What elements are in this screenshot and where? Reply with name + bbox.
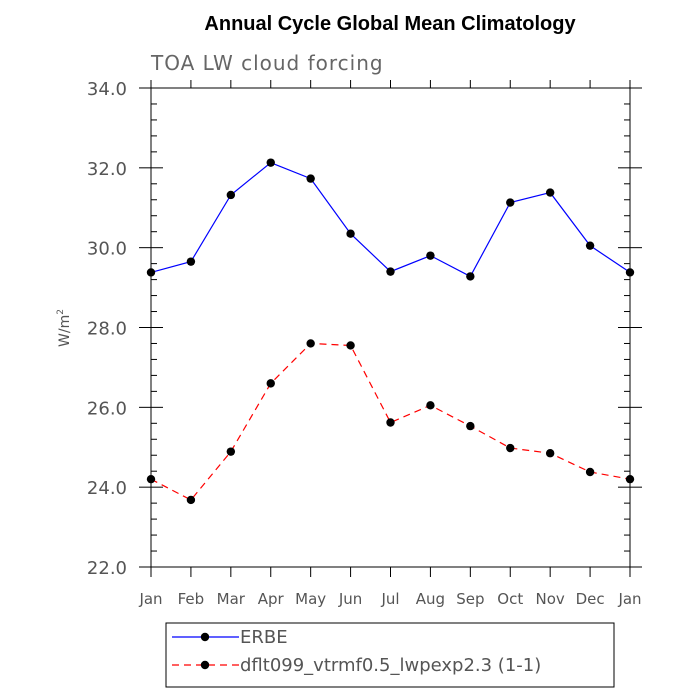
- x-tick-labels: Jan Feb Mar Apr May Jun Jul Aug Sep Oct Nov Dec Jan: [138, 590, 641, 608]
- legend-item: ERBE: [172, 627, 288, 648]
- data-point: [466, 272, 475, 281]
- y-axis-label-superscript: 2: [56, 309, 66, 315]
- data-point: [186, 495, 196, 505]
- x-tick-label: Apr: [258, 590, 285, 608]
- data-point: [346, 229, 355, 238]
- y-axis-label-base: W/m: [57, 315, 73, 347]
- x-tick-label: Jan: [138, 590, 162, 608]
- axis-ticks: [139, 80, 642, 577]
- plot-frame: [150, 87, 631, 568]
- data-point: [585, 467, 595, 477]
- x-tick-label: Dec: [576, 590, 605, 608]
- data-point: [545, 449, 555, 458]
- data-point: [506, 198, 515, 207]
- legend-marker: [200, 632, 210, 642]
- series-line: [150, 161, 631, 278]
- x-tick-label: Aug: [416, 590, 445, 608]
- x-tick-label: Jan: [617, 590, 641, 608]
- series-layer: [146, 158, 635, 505]
- chart-subtitle: TOA LW cloud forcing: [150, 51, 384, 75]
- data-point: [266, 158, 275, 167]
- data-point: [506, 443, 515, 453]
- legend-label: dflt099_vtrmf0.5_lwpexp2.3 (1-1): [240, 655, 541, 676]
- x-tick-label: Sep: [456, 590, 484, 608]
- data-point: [346, 341, 355, 350]
- chart-title: Annual Cycle Global Mean Climatology: [204, 13, 576, 35]
- y-tick-label: 28.0: [87, 319, 127, 340]
- legend-items: ERBE dflt099_vtrmf0.5_lwpexp2.3 (1-1): [172, 627, 541, 676]
- y-tick-label: 26.0: [87, 398, 127, 419]
- legend: ERBE dflt099_vtrmf0.5_lwpexp2.3 (1-1): [165, 622, 615, 688]
- series-1: [146, 158, 635, 281]
- data-point: [386, 267, 395, 276]
- data-point: [545, 188, 555, 197]
- x-tick-label: Mar: [217, 590, 246, 608]
- series-2: [146, 339, 635, 505]
- legend-item: dflt099_vtrmf0.5_lwpexp2.3 (1-1): [172, 655, 541, 676]
- x-tick-label: Jun: [338, 590, 362, 608]
- x-tick-label: May: [295, 590, 326, 608]
- data-point: [306, 339, 315, 348]
- data-point: [266, 379, 275, 388]
- x-tick-label: Jul: [380, 590, 399, 608]
- y-tick-labels: 22.0 24.0 26.0 28.0 30.0 32.0 34.0: [87, 79, 127, 579]
- y-tick-label: 30.0: [87, 239, 127, 260]
- data-point: [306, 174, 315, 183]
- x-tick-label: Oct: [497, 590, 523, 608]
- data-point: [226, 190, 236, 200]
- data-point: [426, 251, 435, 260]
- data-point: [466, 421, 475, 431]
- legend-label: ERBE: [240, 627, 288, 648]
- data-point: [226, 447, 236, 456]
- legend-box: [165, 622, 615, 688]
- data-point: [386, 418, 395, 427]
- legend-marker: [200, 660, 210, 670]
- y-tick-label: 32.0: [87, 159, 127, 180]
- data-point: [426, 401, 435, 410]
- x-tick-label: Feb: [178, 590, 205, 608]
- data-point: [585, 241, 595, 250]
- data-point: [186, 257, 196, 266]
- y-tick-label: 24.0: [87, 478, 127, 499]
- y-tick-label: 34.0: [87, 79, 127, 100]
- x-tick-label: Nov: [536, 590, 565, 608]
- y-axis-label: W/m2: [56, 309, 73, 347]
- y-tick-label: 22.0: [87, 558, 127, 579]
